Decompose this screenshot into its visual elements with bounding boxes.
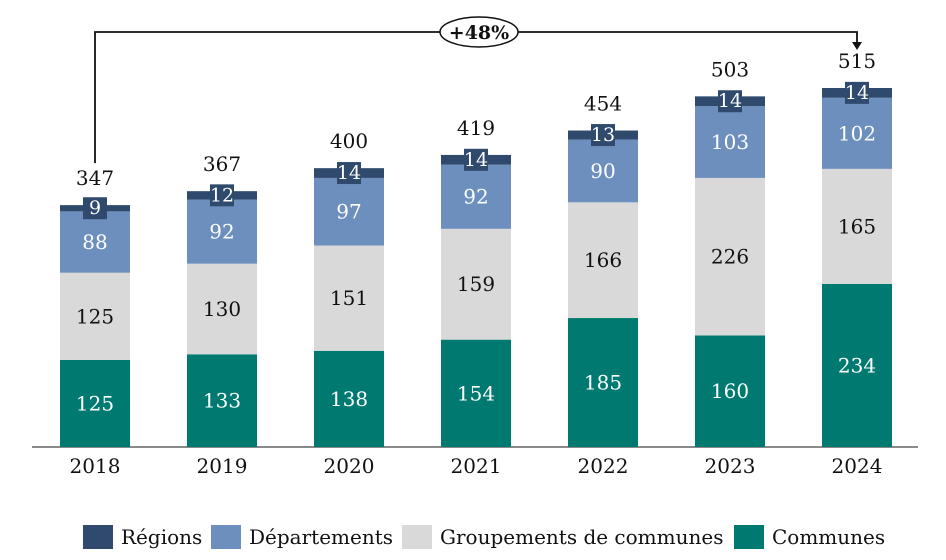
segment-label-box — [718, 90, 742, 113]
bar-segment-d-partements-2019 — [187, 199, 257, 264]
bar-segment-groupements-de-communes-2024 — [822, 168, 892, 284]
x-tick-label: 2021 — [451, 454, 502, 478]
data-label: 165 — [838, 214, 876, 238]
legend-label: Communes — [772, 525, 885, 549]
data-label: 88 — [82, 230, 107, 254]
data-label: 160 — [711, 379, 749, 403]
data-label: 90 — [590, 159, 615, 183]
bar-segment-groupements-de-communes-2020 — [314, 245, 384, 351]
bar-segment-communes-2019 — [187, 354, 257, 447]
bar-segment-d-partements-2023 — [695, 106, 765, 178]
data-label: 185 — [584, 371, 622, 395]
bar-segment-groupements-de-communes-2022 — [568, 202, 638, 319]
total-label: 503 — [711, 57, 749, 81]
bar-segment-d-partements-2021 — [441, 164, 511, 229]
legend-swatch-groupements-de-communes — [402, 525, 432, 549]
total-label: 367 — [203, 152, 241, 176]
data-label: 97 — [336, 200, 361, 224]
bar-segment-groupements-de-communes-2021 — [441, 228, 511, 340]
x-tick-label: 2022 — [578, 454, 629, 478]
x-tick-label: 2020 — [324, 454, 375, 478]
data-label: 14 — [337, 162, 361, 184]
data-label: 14 — [718, 90, 742, 112]
data-label: 14 — [464, 149, 488, 171]
data-label: 130 — [203, 297, 241, 321]
data-label: 234 — [838, 353, 876, 377]
bar-segment-d-partements-2024 — [822, 97, 892, 169]
growth-label: +48% — [449, 22, 509, 44]
data-label: 12 — [210, 184, 234, 206]
growth-arrowhead — [852, 42, 862, 50]
growth-ellipse — [439, 16, 519, 48]
total-label: 515 — [838, 49, 876, 73]
data-label: 92 — [463, 185, 488, 209]
segment-label-box — [83, 197, 107, 220]
data-label: 13 — [591, 124, 615, 146]
data-label: 226 — [711, 245, 749, 269]
bar-segment-d-partements-2020 — [314, 177, 384, 246]
data-label: 159 — [457, 272, 495, 296]
legend-swatch-communes — [734, 525, 764, 549]
bar-segment-communes-2023 — [695, 335, 765, 447]
data-label: 103 — [711, 130, 749, 154]
segment-label-box — [464, 148, 488, 171]
bar-segment-communes-2024 — [822, 283, 892, 447]
legend-swatch-d-partements — [211, 525, 241, 549]
data-label: 151 — [330, 286, 368, 310]
segment-label-box — [845, 81, 869, 104]
segment-label-box — [337, 162, 361, 185]
bar-segment-groupements-de-communes-2023 — [695, 177, 765, 336]
bar-segment-communes-2018 — [60, 359, 130, 447]
legend-label: Départements — [249, 525, 393, 549]
total-label: 419 — [457, 116, 495, 140]
data-label: 166 — [584, 248, 622, 272]
data-label: 9 — [89, 197, 101, 219]
bar-segment-d-partements-2018 — [60, 211, 130, 273]
segment-label-box — [210, 184, 234, 207]
x-tick-label: 2018 — [70, 454, 121, 478]
segment-label-box — [591, 124, 615, 147]
legend-swatch-r-gions — [83, 525, 113, 549]
bar-segment-groupements-de-communes-2018 — [60, 272, 130, 360]
bar-segment-communes-2020 — [314, 350, 384, 447]
data-label: 138 — [330, 387, 368, 411]
total-label: 400 — [330, 129, 368, 153]
x-tick-label: 2019 — [197, 454, 248, 478]
bar-segment-communes-2022 — [568, 318, 638, 447]
data-label: 133 — [203, 389, 241, 413]
legend-label: Régions — [121, 525, 202, 549]
data-label: 125 — [76, 304, 114, 328]
total-label: 347 — [76, 166, 114, 190]
bar-segment-communes-2021 — [441, 339, 511, 447]
total-label: 454 — [584, 92, 622, 116]
data-label: 92 — [209, 220, 234, 244]
bar-segment-groupements-de-communes-2019 — [187, 263, 257, 355]
bar-segment-d-partements-2022 — [568, 139, 638, 203]
data-label: 154 — [457, 381, 495, 405]
data-label: 102 — [838, 121, 876, 145]
legend-label: Groupements de communes — [440, 525, 723, 549]
data-label: 14 — [845, 82, 869, 104]
x-tick-label: 2023 — [705, 454, 756, 478]
data-label: 125 — [76, 391, 114, 415]
x-tick-label: 2024 — [832, 454, 883, 478]
